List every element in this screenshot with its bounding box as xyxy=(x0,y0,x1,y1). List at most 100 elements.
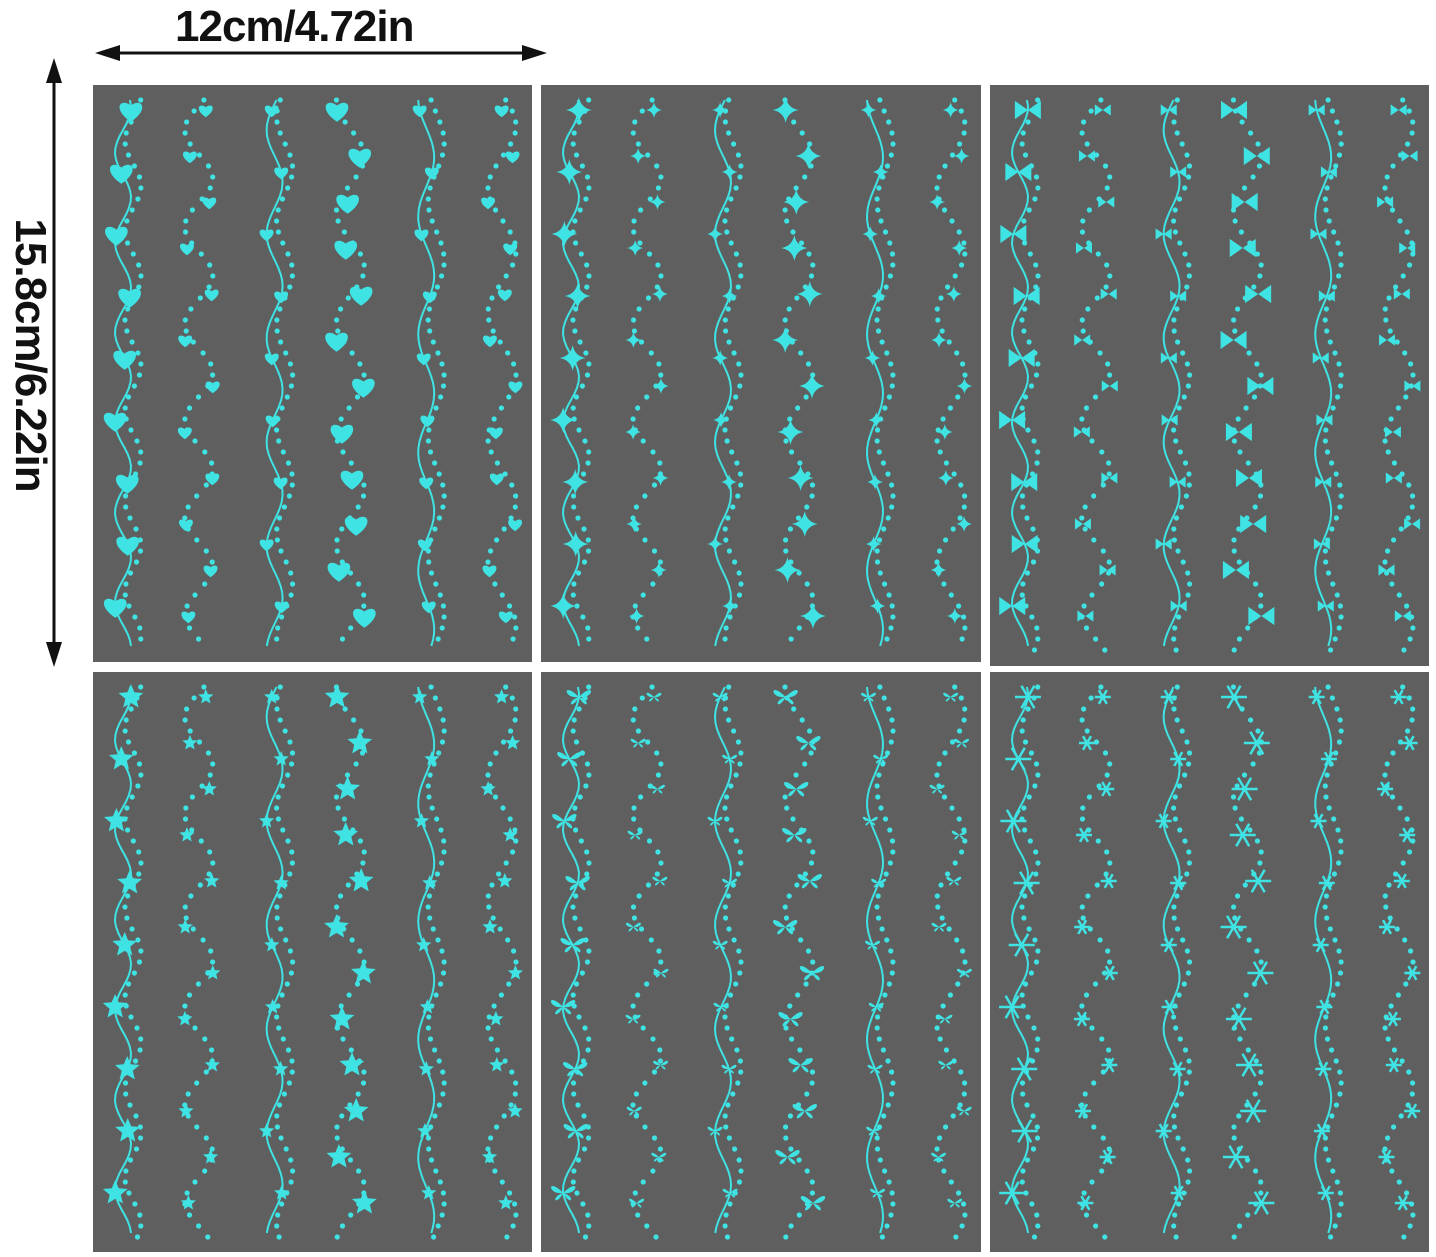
butterfly-icon xyxy=(630,738,646,748)
heart-icon xyxy=(348,148,372,168)
snowflake-icon xyxy=(1160,689,1177,705)
heart-icon xyxy=(116,536,140,556)
heart-icon xyxy=(205,473,220,486)
star-icon xyxy=(498,1195,514,1210)
snowflake-icon xyxy=(1393,873,1410,889)
bow-icon xyxy=(1000,224,1027,244)
sparkle-star-icon xyxy=(783,189,810,215)
snowflake-icon xyxy=(1379,919,1395,935)
heart-icon xyxy=(481,197,496,210)
star-icon xyxy=(347,730,373,754)
sparkle-star-icon xyxy=(562,469,589,495)
butterfly-icon xyxy=(868,1002,884,1012)
star-icon xyxy=(109,746,134,770)
bow-icon xyxy=(1399,242,1416,254)
heart-icon xyxy=(119,102,143,122)
butterfly-icon xyxy=(792,1104,817,1119)
heart-icon xyxy=(118,288,141,308)
heart-icon xyxy=(412,105,427,118)
star-icon xyxy=(343,1098,369,1122)
bow-icon xyxy=(1308,104,1325,116)
butterfly-icon xyxy=(721,1064,737,1074)
sparkle-star-icon xyxy=(799,603,826,629)
heart-icon xyxy=(202,197,217,210)
bow-icon xyxy=(1100,288,1117,300)
star-icon xyxy=(259,1123,275,1138)
sparkle-star-icon xyxy=(862,226,879,242)
butterfly-icon xyxy=(860,692,876,702)
heart-icon xyxy=(179,243,194,256)
sparkle-star-icon xyxy=(777,419,804,445)
bow-icon xyxy=(1377,196,1394,208)
snowflake-icon xyxy=(1401,735,1418,751)
star-icon xyxy=(114,1056,140,1080)
snowflake-icon xyxy=(1394,1195,1411,1211)
snowflake-icon xyxy=(1222,1145,1249,1169)
bow-icon xyxy=(1169,476,1186,488)
sparkle-star-icon xyxy=(930,562,947,578)
butterfly-icon xyxy=(782,828,807,843)
star-icon xyxy=(489,1057,505,1072)
snowflake-icon xyxy=(1098,781,1115,797)
star-icon xyxy=(201,781,217,796)
sparkle-star-icon xyxy=(721,164,738,180)
sparkle-star-icon xyxy=(625,332,642,348)
bow-icon xyxy=(999,410,1026,430)
heart-icon xyxy=(497,289,512,302)
star-icon xyxy=(413,813,430,828)
heart-icon xyxy=(105,226,128,246)
snowflake-icon xyxy=(1014,685,1041,709)
bow-icon xyxy=(1247,376,1274,396)
butterfly-icon xyxy=(871,878,887,888)
tattoo-sheet-snowflakes xyxy=(990,672,1429,1252)
bow-icon xyxy=(1393,288,1410,300)
bow-icon xyxy=(1231,192,1258,212)
sparkle-star-icon xyxy=(628,608,645,624)
star-icon xyxy=(412,689,428,704)
butterfly-icon xyxy=(796,736,821,751)
bow-icon xyxy=(1005,162,1032,182)
sparkle-star-icon xyxy=(953,148,970,164)
star-icon xyxy=(177,919,193,934)
butterfly-icon xyxy=(873,754,889,764)
star-icon xyxy=(417,1123,433,1138)
bow-icon xyxy=(1170,290,1187,302)
butterfly-icon xyxy=(929,784,945,794)
sparkle-star-icon xyxy=(652,378,669,394)
butterfly-icon xyxy=(722,878,738,888)
heart-icon xyxy=(421,601,436,614)
star-icon xyxy=(418,1061,434,1076)
snowflake-icon xyxy=(1385,1057,1402,1073)
star-icon xyxy=(329,1006,355,1030)
sparkle-star-icon xyxy=(550,407,577,433)
snowflake-icon xyxy=(1316,999,1333,1015)
star-icon xyxy=(507,965,523,980)
heart-icon xyxy=(264,353,279,366)
snowflake-icon xyxy=(1013,871,1040,895)
butterfly-icon xyxy=(653,968,669,978)
snowflake-icon xyxy=(1384,1011,1401,1027)
snowflake-icon xyxy=(1236,1053,1262,1077)
snowflake-icon xyxy=(1399,827,1416,843)
bow-icon xyxy=(1078,150,1095,162)
bow-icon xyxy=(1313,538,1330,550)
star-icon xyxy=(204,873,220,888)
heart-icon xyxy=(274,601,289,614)
heart-icon xyxy=(498,611,513,624)
sparkle-star-icon xyxy=(787,465,814,491)
butterfly-icon xyxy=(552,814,577,829)
heart-icon xyxy=(508,381,523,394)
star-icon xyxy=(419,999,435,1014)
heart-icon xyxy=(259,229,274,242)
tattoo-sheet-bows xyxy=(990,85,1429,666)
bow-icon xyxy=(1245,284,1272,304)
sparkle-star-icon xyxy=(712,102,729,118)
butterfly-icon xyxy=(800,1196,826,1211)
heart-icon xyxy=(265,415,280,428)
star-icon xyxy=(204,1057,220,1072)
butterfly-icon xyxy=(649,784,665,794)
sparkle-star-icon xyxy=(772,97,799,123)
heart-icon xyxy=(503,243,518,256)
star-icon xyxy=(112,932,137,956)
butterfly-icon xyxy=(797,874,822,889)
